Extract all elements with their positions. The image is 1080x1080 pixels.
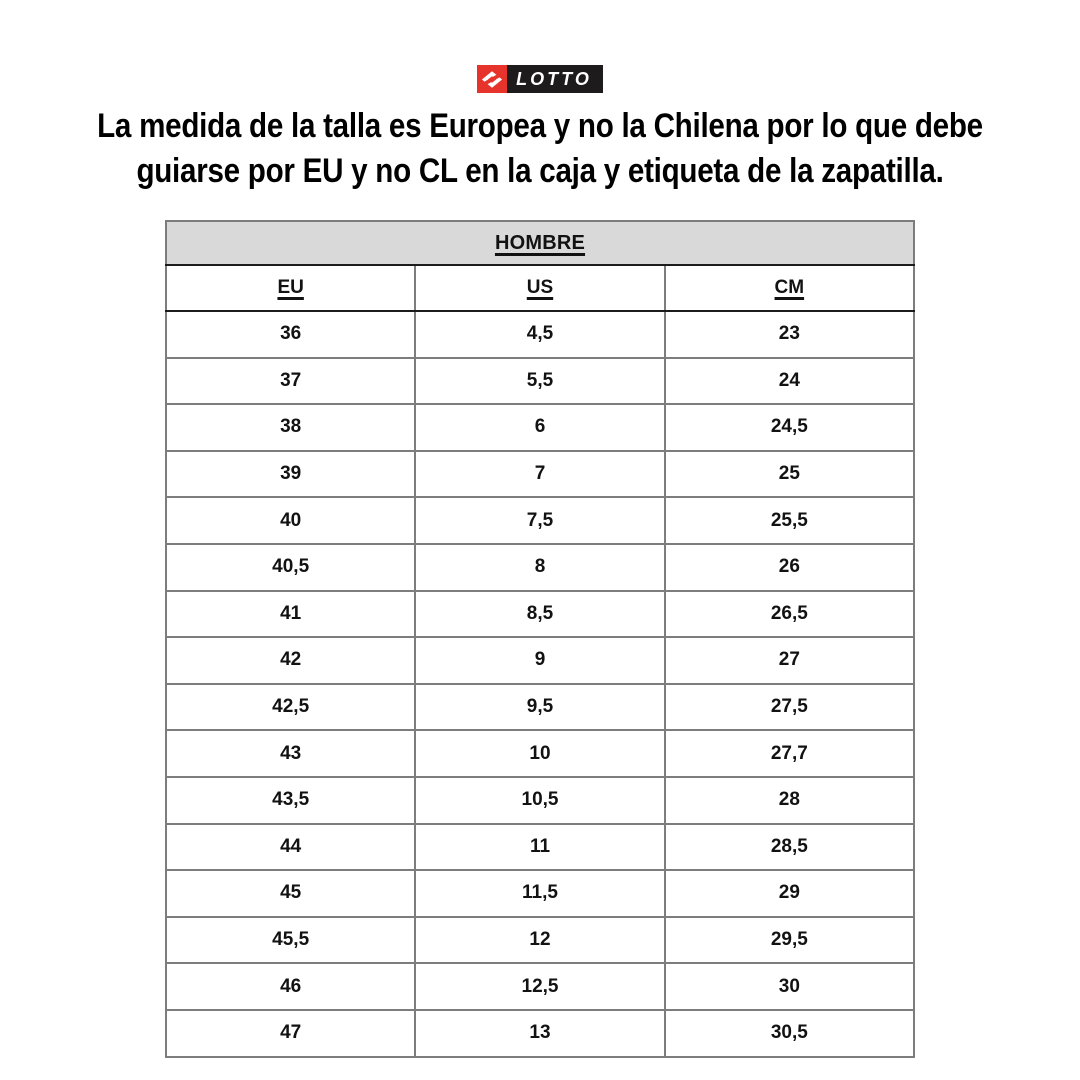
cell-us: 12,5	[414, 962, 665, 1010]
table-title-row: HOMBRE	[166, 221, 914, 266]
cell-cm: 24,5	[663, 403, 914, 451]
table-row: 47 13 30,5	[166, 1008, 914, 1057]
table-row: 37 5,5 24	[166, 356, 914, 405]
cell-cm: 27	[663, 636, 914, 684]
logo-container: LOTTO	[0, 0, 1080, 93]
cell-eu: 41	[166, 589, 416, 638]
cell-us: 10	[414, 729, 665, 777]
table-row: 36 4,5 23	[166, 311, 914, 358]
column-header-us: US	[414, 265, 665, 312]
cell-us: 4,5	[414, 311, 665, 358]
size-table-body: 36 4,5 23 37 5,5 24 38 6 24,5 39 7 25 40 7,5 25,5 40,5 8…	[166, 311, 914, 1057]
column-header-cm: CM	[663, 265, 914, 312]
table-row: 43 10 27,7	[166, 729, 914, 777]
headline-line-1: La medida de la talla es Europea y no la…	[97, 107, 983, 145]
cell-eu: 45,5	[166, 915, 416, 964]
cell-eu: 45	[166, 869, 416, 917]
table-title: HOMBRE	[166, 221, 914, 266]
cell-cm: 28,5	[663, 822, 914, 871]
cell-cm: 29	[663, 869, 914, 917]
lotto-logo: LOTTO	[477, 65, 603, 93]
cell-us: 7,5	[414, 496, 665, 544]
table-row: 41 8,5 26,5	[166, 589, 914, 638]
cell-cm: 27,7	[663, 729, 914, 777]
cell-us: 11	[414, 822, 665, 871]
cell-cm: 27,5	[663, 682, 914, 731]
cell-us: 9,5	[414, 682, 665, 731]
cell-cm: 25	[663, 449, 914, 498]
table-row: 38 6 24,5	[166, 403, 914, 451]
cell-eu: 38	[166, 403, 416, 451]
cell-eu: 42	[166, 636, 416, 684]
cell-cm: 24	[663, 356, 914, 405]
cell-us: 9	[414, 636, 665, 684]
cell-us: 11,5	[414, 869, 665, 917]
size-table: HOMBRE EU US CM 36 4,5 23 37 5,5 24 38 6 24,5 39 7…	[165, 220, 915, 1058]
cell-eu: 40,5	[166, 542, 416, 591]
cell-us: 8	[414, 542, 665, 591]
table-row: 42,5 9,5 27,5	[166, 682, 914, 731]
cell-eu: 37	[166, 356, 416, 405]
column-header-eu: EU	[166, 265, 416, 312]
cell-eu: 44	[166, 822, 416, 871]
cell-eu: 36	[280, 323, 302, 345]
table-row: 39 7 25	[166, 449, 914, 498]
cell-us: 13	[414, 1008, 665, 1057]
lotto-diamond-icon	[477, 65, 508, 93]
table-row: 45 11,5 29	[166, 869, 914, 917]
cell-eu: 42,5	[166, 682, 416, 731]
cell-us: 6	[414, 403, 665, 451]
table-row: 42 9 27	[166, 636, 914, 684]
table-row: 45,5 12 29,5	[166, 915, 914, 964]
cell-us: 10,5	[414, 775, 665, 824]
cell-eu: 43	[166, 729, 416, 777]
lotto-wordmark: LOTTO	[507, 65, 603, 93]
table-header-row: EU US CM	[166, 265, 914, 312]
cell-cm: 30	[663, 962, 914, 1010]
cell-eu: 39	[166, 449, 416, 498]
cell-eu: 40	[166, 496, 416, 544]
cell-eu: 46	[166, 962, 416, 1010]
headline: La medida de la talla es Europea y no la…	[0, 104, 1080, 194]
table-row: 43,5 10,5 28	[166, 775, 914, 824]
table-row: 40 7,5 25,5	[166, 496, 914, 544]
cell-cm: 26	[663, 542, 914, 591]
cell-eu: 47	[166, 1008, 416, 1057]
cell-cm: 25,5	[663, 496, 914, 544]
table-row: 40,5 8 26	[166, 542, 914, 591]
cell-cm: 30,5	[663, 1008, 914, 1057]
table-row: 44 11 28,5	[166, 822, 914, 871]
cell-cm: 26,5	[663, 589, 914, 638]
cell-us: 7	[414, 449, 665, 498]
cell-cm: 29,5	[663, 915, 914, 964]
cell-us: 12	[414, 915, 665, 964]
table-row: 46 12,5 30	[166, 962, 914, 1010]
cell-cm: 28	[663, 775, 914, 824]
cell-cm: 23	[663, 311, 914, 358]
cell-us: 5,5	[414, 356, 665, 405]
headline-line-2: guiarse por EU y no CL en la caja y etiq…	[136, 152, 944, 190]
cell-us: 8,5	[414, 589, 665, 638]
cell-eu: 43,5	[166, 775, 416, 824]
